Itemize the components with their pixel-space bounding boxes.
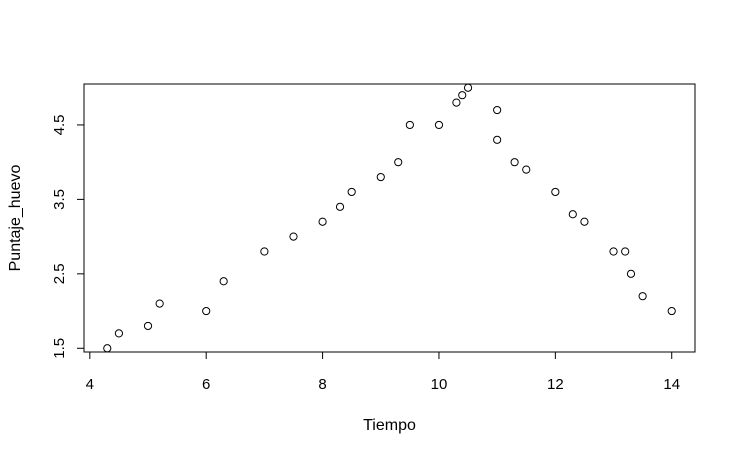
y-tick-label: 4.5 xyxy=(51,115,68,136)
y-tick-label: 3.5 xyxy=(51,189,68,210)
x-tick-label: 10 xyxy=(431,376,448,393)
y-axis: 1.5 2.5 3.5 4.5 xyxy=(51,115,85,359)
data-point xyxy=(522,165,531,174)
x-axis-title: Tiempo xyxy=(363,417,416,434)
data-point xyxy=(289,232,298,241)
data-point xyxy=(394,158,403,167)
data-point xyxy=(580,217,589,226)
y-tick-label: 1.5 xyxy=(51,338,68,359)
data-point xyxy=(114,329,124,338)
data-point xyxy=(551,187,560,197)
x-tick-label: 12 xyxy=(547,376,564,393)
plot-area-border xyxy=(83,83,696,353)
data-point xyxy=(638,292,647,301)
data-point xyxy=(510,158,519,167)
data-point xyxy=(609,247,618,256)
data-point xyxy=(626,269,636,278)
data-point xyxy=(568,210,577,219)
data-point xyxy=(155,299,164,308)
y-tick-label: 2.5 xyxy=(51,263,68,284)
data-point xyxy=(376,172,385,182)
data-point xyxy=(452,98,461,107)
data-point xyxy=(621,247,630,256)
data-point xyxy=(463,83,473,92)
data-point xyxy=(202,306,211,316)
data-point xyxy=(260,247,269,256)
y-axis-title: Puntaje_huevo xyxy=(7,165,24,272)
data-point xyxy=(318,217,327,226)
x-tick-label: 6 xyxy=(202,376,210,393)
x-tick-label: 8 xyxy=(318,376,326,393)
data-point xyxy=(103,344,112,353)
x-axis: 4 6 8 10 12 14 xyxy=(86,351,680,393)
data-point xyxy=(493,135,502,144)
data-point xyxy=(219,277,228,286)
data-point xyxy=(347,187,356,197)
data-point xyxy=(458,91,467,100)
data-point xyxy=(667,306,676,316)
data-point xyxy=(335,202,345,211)
data-point xyxy=(434,120,444,130)
data-points xyxy=(103,83,676,353)
x-tick-label: 4 xyxy=(86,376,94,393)
x-tick-label: 14 xyxy=(663,376,680,393)
data-point xyxy=(493,105,502,115)
data-point xyxy=(405,120,414,130)
data-point xyxy=(143,321,153,331)
